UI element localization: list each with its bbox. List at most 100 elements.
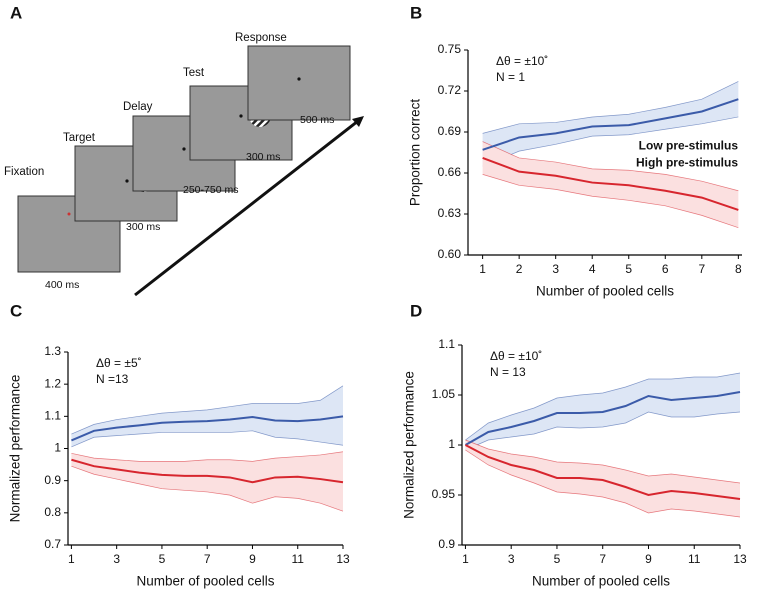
- stage-duration: 500 ms: [300, 114, 334, 126]
- y-tick-label: 1.2: [44, 376, 61, 390]
- y-tick-label: 1.1: [438, 337, 455, 351]
- y-tick-label: 1.05: [432, 387, 456, 401]
- band-edge: [465, 449, 741, 518]
- x-tick-label: 1: [462, 552, 469, 566]
- band-edge: [71, 465, 344, 512]
- x-tick-label: 7: [204, 552, 211, 566]
- x-tick-label: 13: [733, 552, 747, 566]
- x-tick-label: 11: [291, 552, 304, 566]
- x-tick-label: 9: [645, 552, 652, 566]
- band-edge: [465, 372, 741, 441]
- fixation-dot: [297, 77, 301, 81]
- y-axis-label: Normalized performance: [8, 375, 23, 523]
- annotation: Δθ = ±10˚: [496, 54, 548, 68]
- y-tick-label: 1: [448, 437, 455, 451]
- fixation-dot: [239, 114, 243, 118]
- y-tick-label: 0.9: [438, 537, 455, 551]
- y-tick-label: 0.75: [438, 42, 462, 56]
- x-tick-label: 7: [599, 552, 606, 566]
- stage-duration: 300 ms: [246, 151, 280, 163]
- y-axis-label: Proportion correct: [408, 99, 423, 207]
- x-tick-label: 5: [554, 552, 561, 566]
- chart-panel: B 0.60 0.63 0.66 0.69 0.72 0.75 1 2 3 4 5 6 7 8 Number …: [408, 3, 742, 298]
- x-tick-label: 1: [68, 552, 75, 566]
- x-tick-label: 4: [589, 262, 596, 276]
- y-tick-label: 0.95: [432, 487, 456, 501]
- band-edge: [71, 451, 344, 462]
- y-tick-label: 0.72: [438, 83, 462, 97]
- x-tick-label: 13: [336, 552, 350, 566]
- confidence-band: [482, 81, 739, 167]
- arrow-head: [352, 116, 364, 127]
- x-tick-label: 1: [479, 262, 486, 276]
- x-tick-label: 7: [698, 262, 705, 276]
- confidence-band: [71, 451, 343, 512]
- series-line: [482, 157, 739, 211]
- annotation: Δθ = ±10˚: [490, 349, 542, 363]
- y-axis-label: Normalized performance: [402, 371, 417, 519]
- panel-label: C: [10, 301, 22, 320]
- band-edge: [482, 174, 739, 228]
- annotation: Δθ = ±5˚: [96, 356, 142, 370]
- x-tick-label: 5: [625, 262, 632, 276]
- x-tick-label: 9: [249, 552, 256, 566]
- stage-name: Test: [183, 67, 205, 79]
- x-tick-label: 3: [552, 262, 559, 276]
- series-line: [464, 391, 741, 446]
- screen: [247, 45, 351, 121]
- y-tick-label: 1: [54, 441, 61, 455]
- confidence-band: [465, 440, 740, 517]
- x-tick-label: 3: [508, 552, 515, 566]
- legend-entry: Low pre-stimulus: [639, 139, 739, 153]
- x-axis-label: Number of pooled cells: [136, 574, 274, 589]
- fixation-dot: [125, 179, 129, 183]
- stage-name: Fixation: [4, 166, 44, 178]
- panel-label: A: [10, 3, 22, 22]
- time-arrow: [134, 119, 359, 297]
- y-tick-label: 0.9: [44, 473, 61, 487]
- stage-name: Response: [235, 32, 287, 44]
- band-edge: [482, 81, 739, 134]
- x-tick-label: 5: [159, 552, 166, 566]
- stage-duration: 400 ms: [45, 279, 79, 291]
- series-line: [71, 458, 344, 484]
- y-tick-label: 1.1: [44, 409, 61, 423]
- band-edge: [465, 439, 741, 484]
- band-edge: [482, 141, 739, 192]
- y-tick-label: 0.8: [44, 505, 61, 519]
- stage-duration: 300 ms: [126, 221, 160, 233]
- series-line: [464, 444, 741, 500]
- stage-duration: 250-750 ms: [183, 184, 238, 196]
- band-edge: [71, 430, 344, 448]
- x-axis-label: Number of pooled cells: [532, 574, 670, 589]
- y-tick-label: 0.69: [438, 124, 462, 138]
- x-tick-label: 2: [516, 262, 523, 276]
- fixation-dot: [67, 212, 71, 216]
- x-tick-label: 11: [688, 552, 701, 566]
- stage-name: Delay: [123, 101, 153, 113]
- x-tick-label: 8: [735, 262, 742, 276]
- task-diagram: A Fixation 400 ms Target 300 ms Delay 25…: [4, 3, 364, 297]
- series-line: [482, 98, 739, 151]
- band-edge: [465, 411, 741, 451]
- panel-label: D: [410, 301, 422, 320]
- series-line: [71, 415, 344, 442]
- y-tick-label: 0.60: [438, 247, 462, 261]
- x-tick-label: 3: [113, 552, 120, 566]
- x-tick-label: 6: [662, 262, 669, 276]
- annotation: N = 1: [496, 70, 525, 84]
- y-tick-label: 0.7: [44, 537, 61, 551]
- legend-entry: High pre-stimulus: [636, 156, 738, 170]
- y-tick-label: 1.3: [44, 344, 61, 358]
- band-edge: [482, 116, 739, 167]
- annotation: N =13: [96, 372, 129, 386]
- y-tick-label: 0.66: [438, 165, 462, 179]
- stage-name: Target: [63, 132, 96, 144]
- fixation-dot: [182, 147, 186, 151]
- x-axis-label: Number of pooled cells: [536, 284, 674, 299]
- band-edge: [71, 385, 344, 435]
- annotation: N = 13: [490, 365, 526, 379]
